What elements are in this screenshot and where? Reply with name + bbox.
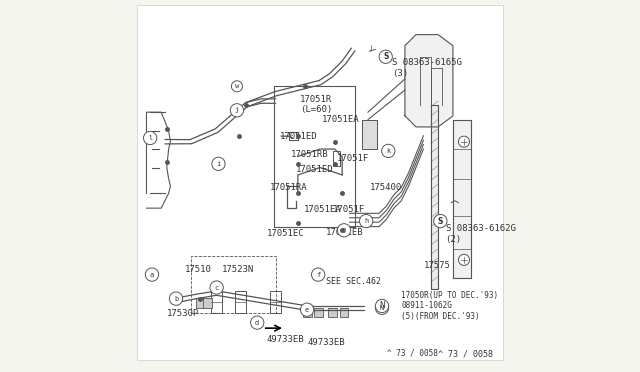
- Bar: [303, 308, 312, 317]
- Bar: [362, 119, 377, 149]
- Circle shape: [300, 303, 314, 316]
- Circle shape: [458, 136, 470, 147]
- Text: w: w: [235, 83, 239, 89]
- Bar: [203, 298, 212, 308]
- Text: k: k: [386, 148, 390, 154]
- Bar: [274, 86, 355, 227]
- Circle shape: [376, 299, 388, 312]
- Bar: [270, 291, 281, 313]
- Bar: [314, 308, 323, 317]
- Text: ^ 73 / 0058: ^ 73 / 0058: [387, 349, 438, 358]
- Circle shape: [145, 268, 159, 281]
- Text: 17051EB: 17051EB: [326, 228, 363, 237]
- Circle shape: [212, 157, 225, 170]
- Text: 17051ED: 17051ED: [296, 165, 333, 174]
- Text: 17051EA: 17051EA: [303, 205, 341, 215]
- Circle shape: [360, 214, 372, 228]
- Text: e: e: [305, 307, 309, 313]
- Circle shape: [434, 214, 447, 228]
- Bar: [235, 291, 246, 313]
- Bar: [328, 308, 337, 317]
- Text: N: N: [379, 301, 385, 311]
- Text: c: c: [214, 285, 219, 291]
- Text: ^ 73 / 0058: ^ 73 / 0058: [438, 350, 493, 359]
- Text: h: h: [364, 218, 368, 224]
- Text: 17575: 17575: [424, 261, 451, 270]
- Bar: [340, 308, 348, 317]
- Bar: [211, 291, 222, 313]
- Circle shape: [312, 268, 324, 281]
- Text: 17051RB: 17051RB: [291, 150, 328, 159]
- Text: 17051EC: 17051EC: [266, 230, 304, 238]
- Circle shape: [143, 131, 157, 145]
- Circle shape: [170, 292, 182, 305]
- Polygon shape: [431, 105, 438, 289]
- Bar: [289, 132, 298, 140]
- Text: S 08363-6165G
(3): S 08363-6165G (3): [392, 58, 462, 77]
- Circle shape: [210, 281, 223, 294]
- Circle shape: [381, 144, 395, 158]
- Text: a: a: [150, 272, 154, 278]
- Text: 17510: 17510: [185, 264, 212, 273]
- Text: 49733EB: 49733EB: [307, 339, 345, 347]
- Bar: [333, 151, 340, 166]
- Circle shape: [376, 301, 388, 314]
- Text: 17051EA: 17051EA: [322, 115, 360, 124]
- Text: 17051F: 17051F: [337, 154, 369, 163]
- Circle shape: [232, 81, 243, 92]
- Text: S: S: [383, 52, 388, 61]
- Text: 17530P: 17530P: [167, 309, 199, 318]
- Text: S: S: [438, 217, 443, 225]
- Circle shape: [379, 50, 392, 63]
- Text: N: N: [380, 305, 384, 311]
- Text: 49733EB: 49733EB: [266, 335, 304, 344]
- Text: 175400: 175400: [370, 183, 402, 192]
- Text: SEE SEC.462: SEE SEC.462: [326, 278, 381, 286]
- Text: d: d: [255, 320, 259, 326]
- Text: j: j: [235, 107, 239, 113]
- Text: 17051RA: 17051RA: [270, 183, 308, 192]
- Text: g: g: [342, 227, 346, 233]
- Text: 17050R(UP TO DEC.'93)
08911-1062G
(5)(FROM DEC.'93): 17050R(UP TO DEC.'93) 08911-1062G (5)(FR…: [401, 291, 499, 321]
- Circle shape: [458, 254, 470, 265]
- Text: 17051R
(L=60): 17051R (L=60): [300, 95, 332, 115]
- Text: 17051ED: 17051ED: [280, 132, 317, 141]
- Text: i: i: [216, 161, 221, 167]
- Circle shape: [337, 224, 351, 237]
- Bar: [196, 298, 204, 308]
- Bar: [191, 256, 276, 313]
- Text: l: l: [148, 135, 152, 141]
- Polygon shape: [453, 119, 472, 278]
- Text: b: b: [174, 296, 178, 302]
- Polygon shape: [405, 35, 453, 127]
- Text: S 08363-6162G
(2): S 08363-6162G (2): [445, 224, 515, 244]
- Circle shape: [251, 316, 264, 329]
- Text: 17523N: 17523N: [222, 264, 255, 273]
- Text: 17051F: 17051F: [333, 205, 365, 215]
- Circle shape: [230, 104, 244, 117]
- Text: f: f: [316, 272, 320, 278]
